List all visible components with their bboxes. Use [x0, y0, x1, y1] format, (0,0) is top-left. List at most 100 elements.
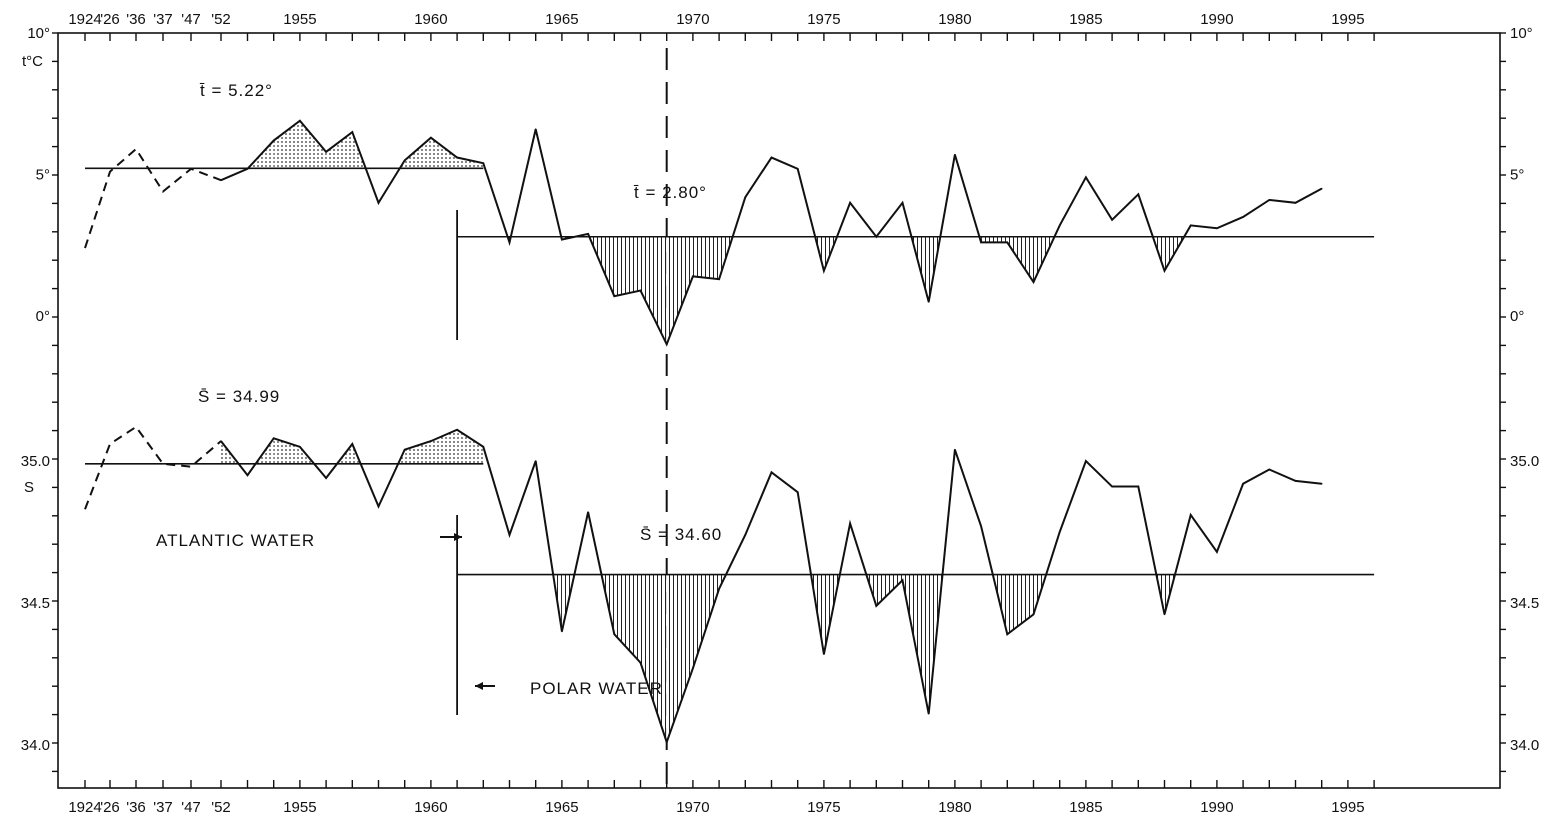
temperature-point	[1032, 281, 1035, 283]
salinity-point	[1058, 531, 1061, 533]
x-tick-label-top: 1924	[68, 11, 101, 28]
x-tick-label-bottom: 1955	[283, 799, 316, 816]
temperature-mean-late-label: t̄ = 2.80°	[633, 183, 707, 202]
salinity-point	[456, 428, 458, 431]
salinity-point	[1189, 514, 1192, 516]
temperature-point	[1268, 199, 1271, 201]
x-tick-label-bottom: 1980	[938, 799, 971, 816]
salinity-mean-late-label: S̄ = 34.60	[640, 525, 722, 544]
salinity-point	[613, 633, 616, 636]
atlantic-water-label: ATLANTIC WATER	[156, 531, 315, 550]
x-tick-label-bottom: 1970	[676, 799, 709, 816]
temperature-tick-label-left: 5°	[36, 167, 50, 184]
temperature-point	[613, 295, 616, 297]
salinity-anomaly-fill	[666, 574, 693, 743]
salinity-point	[1163, 613, 1166, 616]
polar-arrow-head	[475, 682, 483, 690]
x-tick-label-top: '36	[126, 11, 146, 28]
temperature-anomaly-fill	[666, 236, 693, 345]
temperature-point	[272, 139, 275, 142]
salinity-point	[1032, 613, 1035, 616]
salinity-point	[351, 443, 354, 445]
salinity-anomaly-fill	[273, 438, 300, 464]
salinity-tick-label-right: 34.5	[1510, 595, 1539, 612]
salinity-unit-label: S	[24, 479, 34, 496]
temperature-point	[377, 202, 380, 204]
x-tick-label-top: '37	[153, 11, 173, 28]
temperature-point	[823, 269, 825, 272]
temperature-point	[587, 233, 589, 235]
salinity-point	[1111, 485, 1113, 488]
x-tick-label-top: 1965	[545, 11, 578, 28]
temperature-anomaly-fill	[430, 137, 458, 169]
salinity-early-dashed-line	[84, 425, 222, 510]
data-series	[84, 119, 1375, 746]
salinity-point	[875, 605, 878, 607]
temperature-point	[1320, 187, 1323, 190]
x-tick-label-top: 1975	[807, 11, 840, 28]
salinity-point	[272, 437, 275, 440]
temperature-anomaly-fill	[299, 120, 327, 169]
temperature-anomaly-fill	[981, 236, 1008, 243]
salinity-mean-early-label: S̄ = 34.99	[198, 387, 280, 406]
salinity-point	[823, 653, 825, 655]
temperature-tick-label-right: 0°	[1510, 308, 1524, 325]
x-tick-label-top: '26	[100, 11, 120, 28]
temperature-point	[508, 241, 511, 244]
temperature-tick-label-right: 10°	[1510, 25, 1533, 42]
temperature-tick-label-left: 0°	[36, 308, 50, 325]
salinity-point	[927, 712, 930, 715]
temperature-point	[1163, 269, 1166, 272]
salinity-point	[430, 440, 432, 442]
temperature-point	[718, 278, 720, 281]
temperature-point	[980, 241, 982, 244]
salinity-point	[299, 446, 301, 448]
temperature-point	[744, 196, 747, 198]
x-tick-label-top: '52	[211, 11, 231, 28]
salinity-point	[718, 588, 720, 590]
salinity-point	[561, 630, 563, 633]
salinity-anomaly-fill	[640, 574, 667, 743]
x-tick-label-bottom: 1995	[1331, 799, 1364, 816]
temperature-point	[246, 168, 249, 170]
temperature-anomaly-fill	[614, 236, 641, 297]
temperature-anomaly-fill	[404, 137, 431, 169]
temperature-point	[482, 162, 485, 164]
salinity-point	[744, 534, 747, 536]
temperature-anomaly-fill	[457, 157, 484, 169]
salinity-point	[1268, 468, 1271, 471]
x-tick-label-bottom: '36	[126, 799, 146, 816]
temperature-point	[849, 202, 851, 204]
temperature-point	[1111, 218, 1113, 221]
temperature-point	[561, 238, 563, 241]
temperature-early-dashed-line	[84, 147, 222, 249]
x-tick-label-bottom: '26	[100, 799, 120, 816]
temperature-point	[1189, 224, 1192, 227]
x-tick-label-bottom: '52	[211, 799, 231, 816]
temperature-point	[1294, 202, 1297, 204]
salinity-point	[1137, 485, 1140, 488]
x-tick-label-bottom: 1975	[807, 799, 840, 816]
salinity-tick-label-left: 34.5	[21, 595, 50, 612]
temperature-point	[875, 235, 878, 238]
salinity-tick-label-right: 35.0	[1510, 453, 1539, 470]
temperature-tick-label-left: 10°	[27, 25, 50, 42]
salinity-point	[325, 477, 327, 479]
x-tick-label-bottom: 1965	[545, 799, 578, 816]
salinity-point	[534, 460, 537, 462]
x-tick-label-top: 1990	[1200, 11, 1233, 28]
temperature-point	[1216, 227, 1218, 230]
salinity-point	[639, 661, 642, 664]
salinity-point	[508, 534, 511, 536]
x-tick-label-bottom: '37	[153, 799, 173, 816]
temperature-annual-line	[220, 119, 1323, 347]
temperature-tick-label-right: 5°	[1510, 167, 1524, 184]
temperature-point	[1242, 216, 1244, 218]
temperature-unit-label: t°C	[22, 53, 43, 70]
salinity-point	[220, 440, 222, 442]
anomaly-fills	[221, 120, 1185, 743]
salinity-tick-label-right: 34.0	[1510, 737, 1539, 754]
x-tick-label-bottom: 1990	[1200, 799, 1233, 816]
temperature-anomaly-fill	[326, 132, 353, 169]
